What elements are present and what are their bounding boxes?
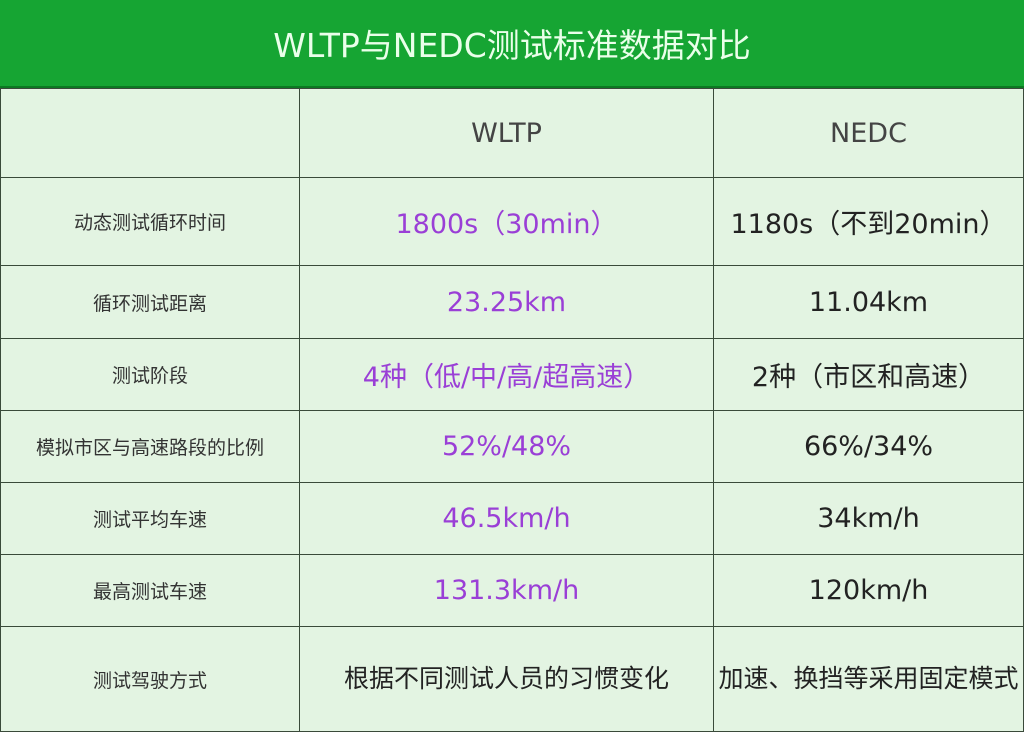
table-row: 测试阶段 4种（低/中/高/超高速） 2种（市区和高速）	[0, 338, 1024, 411]
wltp-value: 1800s（30min）	[299, 177, 714, 266]
row-label: 循环测试距离	[0, 265, 300, 339]
wltp-value: 4种（低/中/高/超高速）	[299, 338, 714, 411]
nedc-value: 11.04km	[713, 265, 1024, 339]
row-label: 测试驾驶方式	[0, 626, 300, 732]
table-row: 动态测试循环时间 1800s（30min） 1180s（不到20min）	[0, 177, 1024, 266]
nedc-value: 1180s（不到20min）	[713, 177, 1024, 266]
row-label: 最高测试车速	[0, 554, 300, 627]
wltp-value: 23.25km	[299, 265, 714, 339]
wltp-value: 根据不同测试人员的习惯变化	[299, 626, 714, 732]
wltp-value: 46.5km/h	[299, 482, 714, 555]
header-empty	[0, 88, 300, 178]
table-row: 最高测试车速 131.3km/h 120km/h	[0, 554, 1024, 627]
nedc-value: 加速、换挡等采用固定模式	[713, 626, 1024, 732]
nedc-value: 34km/h	[713, 482, 1024, 555]
header-row: WLTP NEDC	[0, 88, 1024, 178]
table-row: 循环测试距离 23.25km 11.04km	[0, 265, 1024, 339]
header-wltp: WLTP	[299, 88, 714, 178]
table-title: WLTP与NEDC测试标准数据对比	[0, 0, 1024, 88]
header-nedc: NEDC	[713, 88, 1024, 178]
wltp-value: 131.3km/h	[299, 554, 714, 627]
table-row: 测试驾驶方式 根据不同测试人员的习惯变化 加速、换挡等采用固定模式	[0, 626, 1024, 732]
row-label: 测试阶段	[0, 338, 300, 411]
table-row: 测试平均车速 46.5km/h 34km/h	[0, 482, 1024, 555]
comparison-table: WLTP NEDC 动态测试循环时间 1800s（30min） 1180s（不到…	[0, 88, 1024, 732]
nedc-value: 120km/h	[713, 554, 1024, 627]
nedc-value: 66%/34%	[713, 410, 1024, 483]
row-label: 动态测试循环时间	[0, 177, 300, 266]
table-row: 模拟市区与高速路段的比例 52%/48% 66%/34%	[0, 410, 1024, 483]
nedc-value: 2种（市区和高速）	[713, 338, 1024, 411]
wltp-value: 52%/48%	[299, 410, 714, 483]
row-label: 模拟市区与高速路段的比例	[0, 410, 300, 483]
row-label: 测试平均车速	[0, 482, 300, 555]
